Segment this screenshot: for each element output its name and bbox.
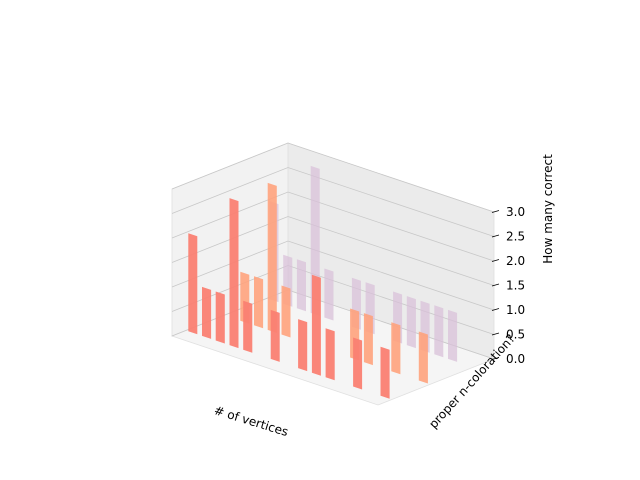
z-gridline: [171, 216, 495, 286]
z-tick-label: 1.5: [506, 279, 525, 293]
z-gridline: [171, 191, 495, 262]
bar: [418, 331, 428, 384]
bar: [202, 286, 212, 339]
z-tick-label: 0.0: [506, 352, 525, 366]
bar: [380, 346, 390, 399]
z-tick-mark: [491, 308, 500, 311]
bar: [363, 313, 373, 366]
z-gridline: [171, 167, 495, 237]
bar: [229, 198, 239, 349]
z-tick-label: 0.5: [506, 328, 525, 342]
bar: [215, 291, 225, 344]
z-tick-label: 3.0: [506, 205, 525, 219]
bar: [254, 276, 264, 329]
z-tick-marks: [491, 210, 500, 360]
bar: [324, 268, 334, 321]
bar: [391, 322, 401, 375]
z-tick-mark: [491, 234, 500, 238]
bar: [243, 300, 253, 353]
chart-bars: [188, 165, 458, 399]
bar: [434, 305, 444, 358]
bar: [448, 309, 458, 362]
bar: [311, 274, 321, 376]
z-tick-mark: [491, 210, 500, 213]
z-tick-label: 1.0: [506, 303, 525, 317]
x-axis-label: # of vertices: [212, 403, 290, 439]
bar: [270, 309, 280, 362]
bar: [353, 337, 363, 390]
bar: [267, 182, 277, 333]
z-gridline: [171, 240, 495, 311]
z-tick-label: 2.0: [506, 254, 525, 268]
z-gridline: [171, 142, 495, 213]
z-tick-labels: 0.0 0.5 1.0 1.5 2.0 2.5 3.0: [506, 205, 525, 366]
bar: [298, 319, 308, 372]
bar: [188, 233, 198, 335]
z-axis-label: How many correct: [541, 154, 555, 264]
bar: [325, 328, 335, 381]
z-tick-mark: [491, 259, 500, 262]
bar: [281, 285, 291, 338]
z-tick-mark: [491, 332, 500, 336]
bar: [406, 296, 416, 349]
bar: [296, 259, 306, 312]
z-tick-mark: [491, 283, 500, 287]
z-tick-label: 2.5: [506, 230, 525, 244]
z-tick-mark: [491, 357, 500, 360]
